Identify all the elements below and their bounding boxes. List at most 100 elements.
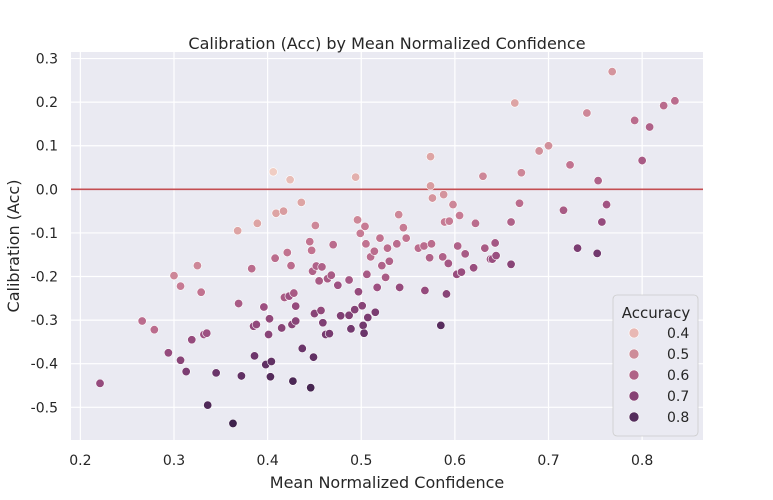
data-point (426, 181, 436, 191)
data-point (233, 226, 243, 236)
y-tick-label: -0.5 (31, 400, 58, 416)
x-tick-label: 0.4 (256, 453, 278, 469)
data-point (252, 218, 262, 228)
data-point (370, 307, 380, 317)
data-point (582, 108, 592, 118)
legend: Accuracy 0.4 0.5 0.6 0.7 0.8 (612, 294, 699, 437)
data-point (266, 357, 276, 367)
data-point (264, 329, 274, 339)
data-point (441, 289, 451, 299)
data-point (353, 215, 363, 225)
data-point (506, 259, 516, 269)
legend-title: Accuracy (622, 304, 691, 322)
data-point (425, 253, 435, 263)
data-point (516, 168, 526, 178)
data-point (344, 310, 354, 320)
data-point (318, 318, 328, 328)
data-point (291, 316, 301, 326)
data-point (271, 208, 281, 218)
data-point (491, 251, 501, 261)
data-point (326, 270, 336, 280)
data-point (265, 372, 275, 382)
x-axis-label: Mean Normalized Confidence (270, 473, 504, 492)
data-point (169, 271, 179, 281)
data-point (270, 253, 280, 263)
data-point (202, 328, 212, 338)
data-point (573, 243, 583, 253)
data-point (470, 218, 480, 228)
data-point (453, 241, 463, 251)
data-point (344, 275, 354, 285)
data-point (211, 368, 221, 378)
data-point (310, 221, 320, 231)
data-point (544, 141, 554, 151)
data-point (285, 175, 295, 185)
y-tick-label: 0.1 (36, 139, 58, 155)
data-point (659, 101, 669, 111)
data-point (372, 282, 382, 292)
x-tick-label: 0.7 (537, 453, 559, 469)
data-point (251, 319, 261, 329)
data-point (317, 262, 327, 272)
data-point (309, 352, 319, 362)
y-tick-label: -0.1 (31, 226, 58, 242)
data-point (439, 190, 449, 200)
y-tick-labels: 0.3 0.2 0.1 0.0 -0.1 -0.2 -0.3 -0.4 -0.5 (31, 52, 58, 417)
legend-marker (628, 327, 640, 339)
legend-label: 0.5 (667, 347, 689, 363)
data-point (460, 249, 470, 259)
data-point (381, 272, 391, 282)
data-point (95, 378, 105, 388)
data-point (382, 243, 392, 253)
data-point (333, 280, 343, 290)
data-point (645, 122, 655, 132)
data-point (353, 287, 363, 297)
data-point (181, 367, 191, 377)
data-point (377, 261, 387, 271)
data-point (510, 98, 520, 108)
data-point (469, 263, 479, 273)
data-point (149, 325, 159, 335)
data-point (592, 248, 602, 258)
data-point (296, 197, 306, 207)
legend-label: 0.4 (667, 326, 689, 342)
data-point (455, 210, 465, 220)
data-point (176, 355, 186, 365)
y-tick-label: 0.0 (36, 182, 58, 198)
data-point (355, 228, 365, 238)
data-point (264, 314, 274, 324)
data-point (297, 343, 307, 353)
legend-marker (628, 369, 640, 381)
data-point (630, 115, 640, 125)
y-tick-label: 0.3 (36, 52, 58, 68)
data-point (436, 320, 446, 330)
data-point (358, 320, 368, 330)
legend-entries: 0.4 0.5 0.6 0.7 0.8 (628, 326, 689, 426)
data-point (420, 285, 430, 295)
legend-label: 0.6 (667, 368, 689, 384)
legend-marker (628, 390, 640, 402)
data-point (602, 200, 612, 210)
data-point (259, 302, 269, 312)
x-tick-label: 0.3 (163, 453, 185, 469)
data-point (357, 301, 367, 311)
legend-marker (628, 411, 640, 423)
data-point (392, 239, 402, 249)
data-point (480, 243, 490, 253)
data-point (288, 376, 298, 386)
data-point (369, 246, 379, 256)
data-point (306, 383, 316, 393)
data-point (324, 329, 334, 339)
data-point (565, 160, 575, 170)
data-point (443, 258, 453, 268)
data-point (247, 264, 257, 274)
data-point (490, 238, 500, 248)
y-tick-label: -0.2 (31, 270, 58, 286)
data-point (277, 323, 287, 333)
data-point (426, 239, 436, 249)
y-tick-label: -0.3 (31, 313, 58, 329)
data-point (359, 328, 369, 338)
chart-title: Calibration (Acc) by Mean Normalized Con… (188, 34, 585, 53)
data-point (236, 371, 246, 381)
